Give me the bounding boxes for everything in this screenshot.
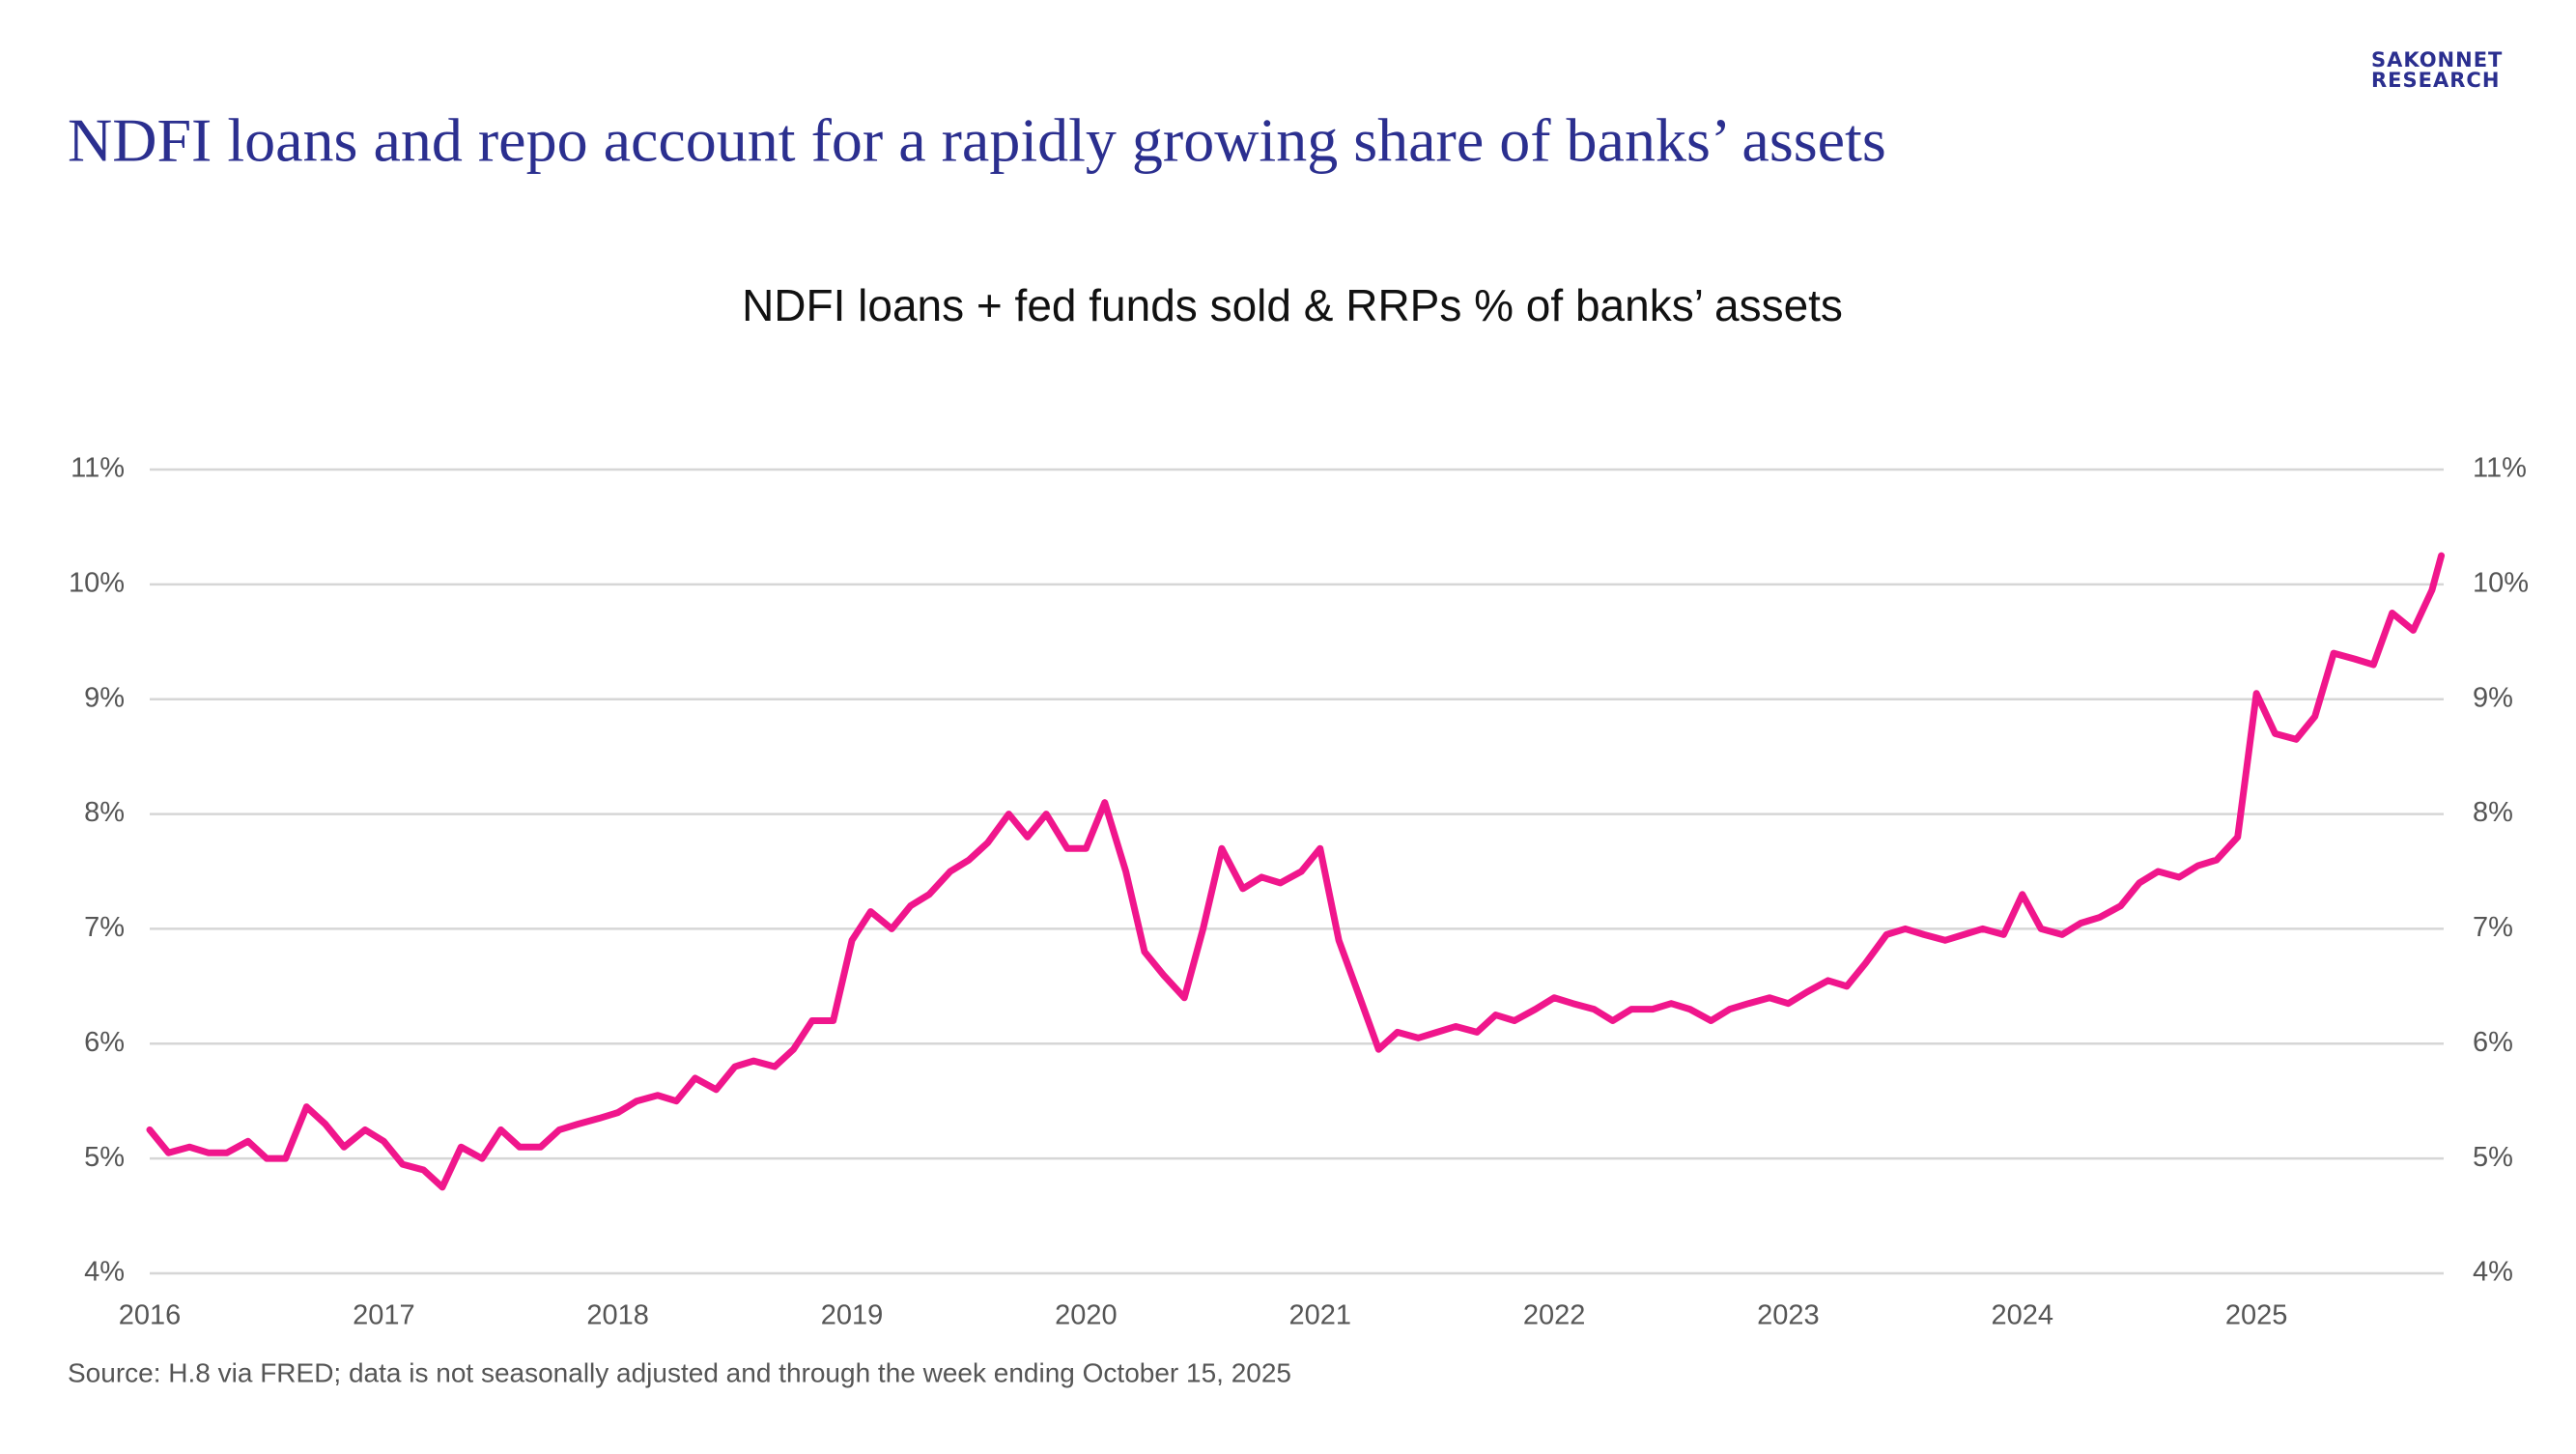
x-tick-label: 2017 — [353, 1300, 415, 1331]
y2-tick-label: 8% — [2473, 797, 2513, 828]
x-tick-label: 2025 — [2225, 1300, 2288, 1331]
logo-line: SAKONNET — [2371, 48, 2503, 71]
x-tick-label: 2022 — [1523, 1300, 1586, 1331]
logo-line: RESEARCH — [2371, 69, 2500, 92]
y-tick-label: 7% — [84, 912, 125, 943]
slide-title: NDFI loans and repo account for a rapidl… — [68, 106, 1886, 175]
x-tick-label: 2023 — [1757, 1300, 1820, 1331]
y-tick-label: 9% — [84, 682, 125, 713]
y-tick-label: 5% — [84, 1142, 125, 1173]
y-tick-label: 6% — [84, 1027, 125, 1058]
chart-title: NDFI loans + fed funds sold & RRPs % of … — [742, 280, 1843, 330]
x-tick-label: 2020 — [1055, 1300, 1118, 1331]
data-line — [146, 552, 2446, 1191]
y2-tick-label: 7% — [2473, 912, 2513, 943]
y2-tick-label: 10% — [2473, 568, 2529, 599]
y-tick-label: 8% — [84, 797, 125, 828]
y2-tick-label: 6% — [2473, 1027, 2513, 1058]
y2-tick-label: 4% — [2473, 1257, 2513, 1288]
y-tick-label: 11% — [71, 453, 125, 484]
x-tick-label: 2018 — [586, 1300, 649, 1331]
source-note: Source: H.8 via FRED; data is not season… — [68, 1357, 1291, 1387]
y2-tick-label: 9% — [2473, 682, 2513, 713]
x-tick-label: 2019 — [821, 1300, 884, 1331]
y2-tick-label: 5% — [2473, 1142, 2513, 1173]
y2-tick-label: 11% — [2473, 453, 2527, 484]
x-tick-label: 2021 — [1288, 1300, 1351, 1331]
x-tick-label: 2016 — [119, 1300, 182, 1331]
y-tick-label: 4% — [84, 1257, 125, 1288]
y-tick-label: 10% — [69, 568, 125, 599]
x-tick-label: 2024 — [1992, 1300, 2054, 1331]
